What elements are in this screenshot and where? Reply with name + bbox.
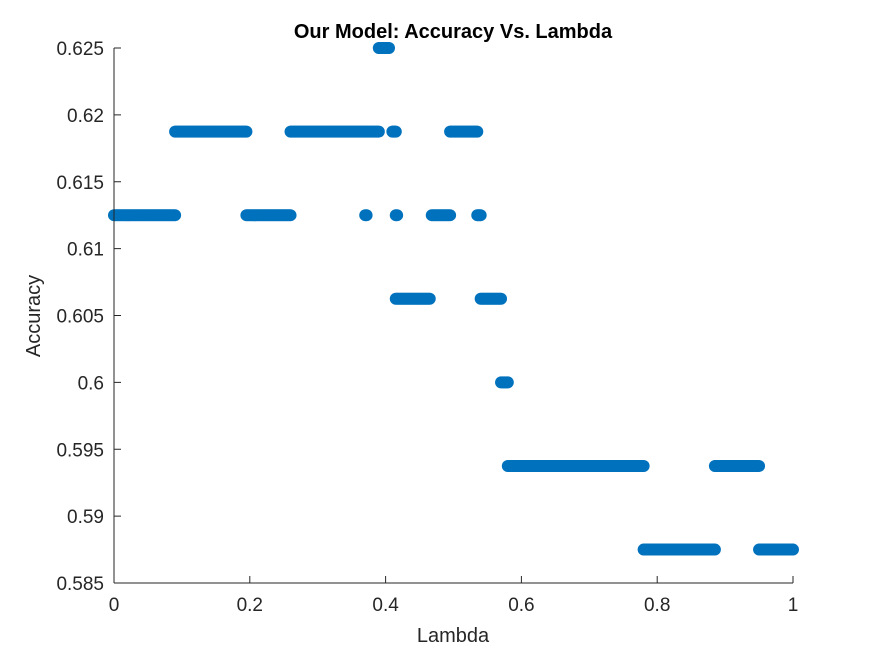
y-tick-label: 0.615: [56, 173, 104, 194]
data-point: [471, 125, 484, 138]
y-tick-label: 0.585: [56, 574, 104, 595]
chart-title: Our Model: Accuracy Vs. Lambda: [294, 21, 613, 43]
data-point: [753, 459, 766, 472]
y-tick-label: 0.625: [56, 39, 104, 60]
y-tick-label: 0.595: [56, 440, 104, 461]
data-point: [389, 125, 402, 138]
data-point: [495, 292, 508, 305]
x-tick-label: 0.6: [508, 595, 534, 616]
data-point: [444, 209, 457, 222]
data-point: [501, 376, 514, 389]
data-point: [360, 209, 373, 222]
data-point: [372, 125, 385, 138]
x-tick-label: 1: [788, 595, 799, 616]
data-point: [284, 209, 297, 222]
y-tick-label: 0.61: [67, 240, 104, 261]
data-point: [474, 209, 487, 222]
x-axis-label: Lambda: [417, 625, 490, 647]
x-tick-label: 0.2: [237, 595, 263, 616]
data-point: [637, 459, 650, 472]
y-tick-label: 0.605: [56, 307, 104, 328]
axes: 0 0.2 0.4 0.6 0.8 1 0.585 0.59 0.595 0.6 0.605 0.61…: [56, 39, 798, 616]
x-tick-label: 0.8: [644, 595, 670, 616]
y-tick-label: 0.62: [67, 106, 104, 127]
data-point: [391, 209, 404, 222]
y-axis-label: Accuracy: [23, 275, 45, 357]
y-tick-label: 0.6: [78, 373, 104, 394]
y-tick-label: 0.59: [67, 507, 104, 528]
data-point: [787, 543, 799, 556]
x-tick-label: 0: [109, 595, 120, 616]
data-point: [169, 209, 182, 222]
data-points: [108, 42, 799, 556]
data-point: [383, 42, 395, 54]
data-point: [423, 292, 436, 305]
x-tick-label: 0.4: [372, 595, 399, 616]
data-point: [240, 125, 253, 138]
data-point: [708, 543, 721, 556]
